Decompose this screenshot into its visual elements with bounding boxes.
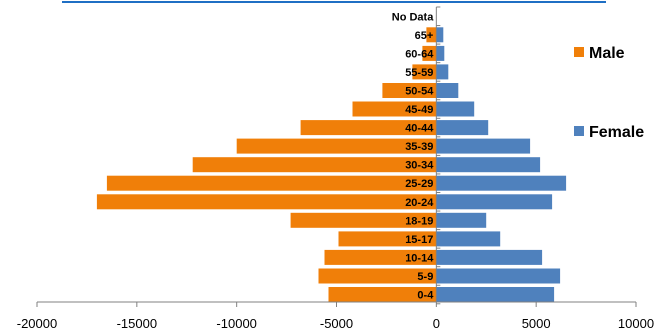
x-tick-label: -20000	[17, 316, 57, 331]
bar-female-1	[436, 268, 561, 284]
bar-female-9	[436, 120, 489, 136]
x-tick-label: -15000	[117, 316, 157, 331]
bar-female-3	[436, 231, 501, 247]
category-label: 65+	[415, 30, 434, 42]
x-tick-label: 0	[433, 316, 440, 331]
bar-female-2	[436, 249, 543, 265]
legend-item-female: Female	[574, 124, 644, 141]
category-label: 15-17	[405, 234, 433, 246]
bar-male-3	[338, 231, 437, 247]
bar-male-5	[96, 194, 437, 210]
legend-label: Male	[589, 45, 625, 62]
bar-male-14	[426, 27, 437, 43]
legend-item-male: Male	[574, 45, 625, 62]
bar-female-11	[436, 83, 459, 98]
category-label: 50-54	[405, 86, 434, 98]
category-label: No Data	[392, 11, 434, 23]
bar-male-0	[328, 287, 437, 302]
bar-male-12	[412, 64, 437, 80]
category-label: 0-4	[417, 290, 434, 302]
x-tick-label: 10000	[618, 316, 654, 331]
x-tick-label: -10000	[216, 316, 256, 331]
bar-female-5	[436, 194, 553, 210]
bar-male-9	[300, 120, 437, 136]
bar-female-8	[436, 138, 531, 154]
bar-male-13	[422, 45, 437, 61]
category-label: 20-24	[405, 197, 434, 209]
bar-male-6	[106, 175, 437, 191]
category-label: 45-49	[405, 104, 433, 116]
x-tick-label: 5000	[522, 316, 551, 331]
bar-female-14	[436, 27, 444, 43]
bars-layer	[96, 27, 567, 302]
legend-swatch	[574, 47, 584, 57]
legend-label: Female	[589, 124, 644, 141]
category-label: 55-59	[405, 67, 433, 79]
bar-male-4	[290, 212, 437, 228]
bar-male-10	[352, 101, 437, 117]
bar-female-4	[436, 212, 487, 228]
legend-swatch	[574, 126, 584, 136]
category-label: 18-19	[405, 215, 433, 227]
legend: Male Female	[574, 45, 644, 141]
bar-female-7	[436, 157, 541, 173]
bar-female-10	[436, 101, 475, 117]
category-label: 5-9	[417, 271, 433, 283]
category-label: 60-64	[405, 48, 434, 60]
category-label: 10-14	[405, 252, 434, 264]
bar-male-7	[192, 157, 437, 173]
x-tick-label: -5000	[320, 316, 353, 331]
bar-female-6	[436, 175, 567, 191]
category-label: 40-44	[405, 123, 434, 135]
bar-male-8	[236, 138, 437, 154]
bar-male-1	[318, 268, 437, 284]
category-labels-layer: 0-4 5-9 10-14 15-17 18-19 20-24 25-29 30-34 35-3…	[392, 11, 434, 301]
bar-female-0	[436, 287, 555, 302]
category-label: 30-34	[405, 160, 434, 172]
bar-female-13	[436, 45, 445, 61]
category-label: 35-39	[405, 141, 433, 153]
bar-male-11	[382, 83, 437, 98]
bar-female-12	[436, 64, 449, 80]
axes-layer: -20000 -15000 -10000 -5000 0 5000 10000	[17, 6, 654, 331]
category-label: 25-29	[405, 178, 433, 190]
bar-male-2	[324, 249, 437, 265]
